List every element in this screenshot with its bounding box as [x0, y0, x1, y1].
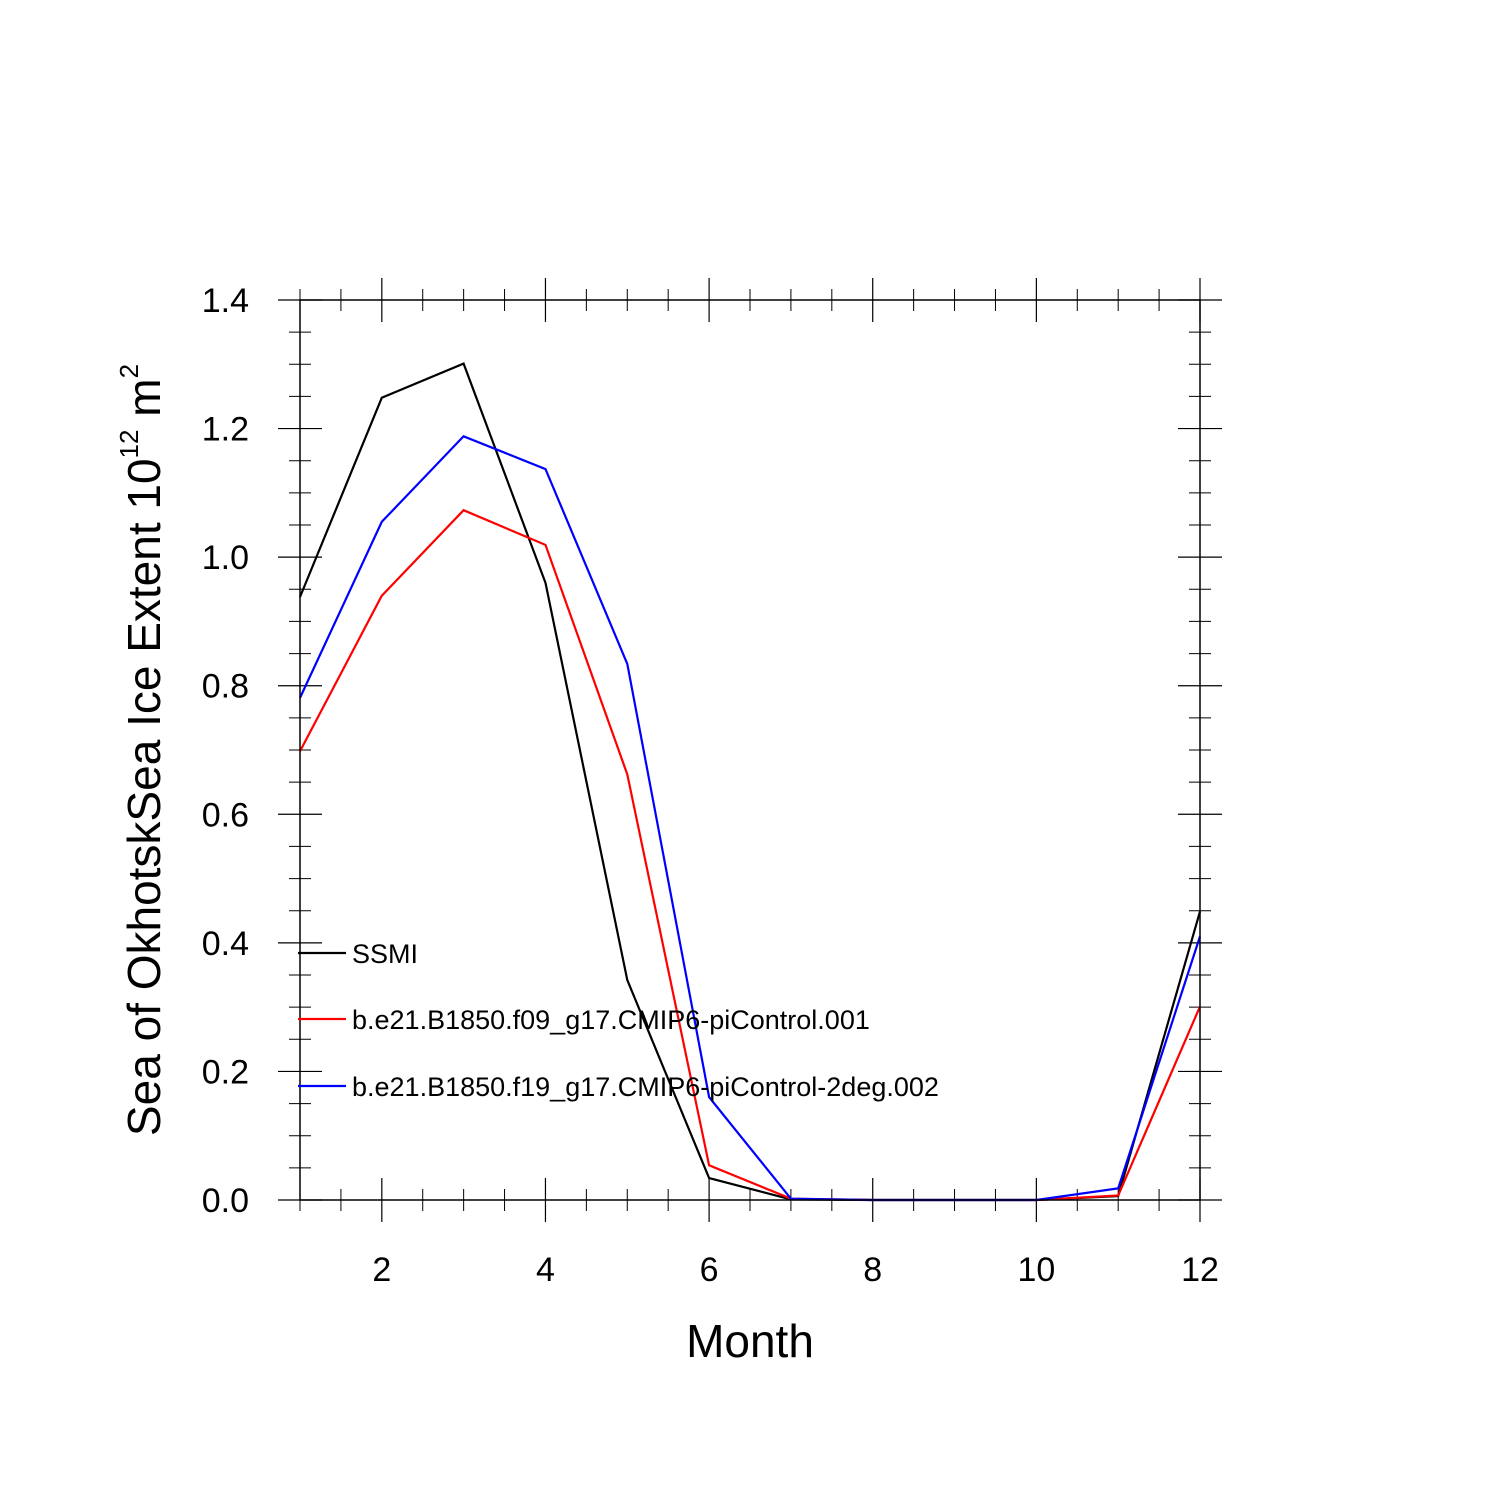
- plot-frame: [299, 299, 1201, 1201]
- tick-labels: 2 4 6 8 10 12 0.0 0.2 0.4 0.6 0.8 1.0 1.2 1.4: [202, 282, 1219, 1289]
- y-tick-label: 1.0: [202, 539, 249, 577]
- y-tick-label: 1.4: [202, 282, 249, 320]
- x-tick-label: 8: [863, 1251, 882, 1289]
- y-tick-label: 0.6: [202, 796, 249, 834]
- y-tick-label: 0.0: [202, 1182, 249, 1220]
- y-tick-label: 0.4: [202, 925, 249, 963]
- series-line-3: [299, 435, 1202, 1202]
- y-axis-title: Sea of OkhotskSea Ice Extent 1012 m2: [114, 364, 170, 1136]
- x-tick-label: 6: [700, 1251, 719, 1289]
- legend: SSMI b.e21.B1850.f09_g17.CMIP6-piControl.…: [298, 939, 939, 1102]
- x-tick-label: 12: [1181, 1251, 1219, 1289]
- y-axis-title-exponent: 12: [114, 430, 144, 459]
- x-tick-label: 4: [536, 1251, 555, 1289]
- x-tick-label: 2: [372, 1251, 391, 1289]
- y-axis-title-main: Sea of OkhotskSea Ice Extent 10: [118, 458, 170, 1136]
- y-tick-label: 1.2: [202, 411, 249, 449]
- legend-label-1: SSMI: [352, 939, 418, 969]
- legend-label-2: b.e21.B1850.f09_g17.CMIP6-piControl.001: [352, 1005, 870, 1035]
- x-tick-label: 10: [1017, 1251, 1055, 1289]
- y-tick-label: 0.8: [202, 668, 249, 706]
- y-tick-label: 0.2: [202, 1053, 249, 1091]
- legend-label-3: b.e21.B1850.f19_g17.CMIP6-piControl-2deg…: [352, 1072, 939, 1102]
- y-axis-title-unit: m: [118, 378, 170, 429]
- y-axis-title-unit-exponent: 2: [114, 364, 144, 378]
- x-axis-title: Month: [686, 1315, 814, 1367]
